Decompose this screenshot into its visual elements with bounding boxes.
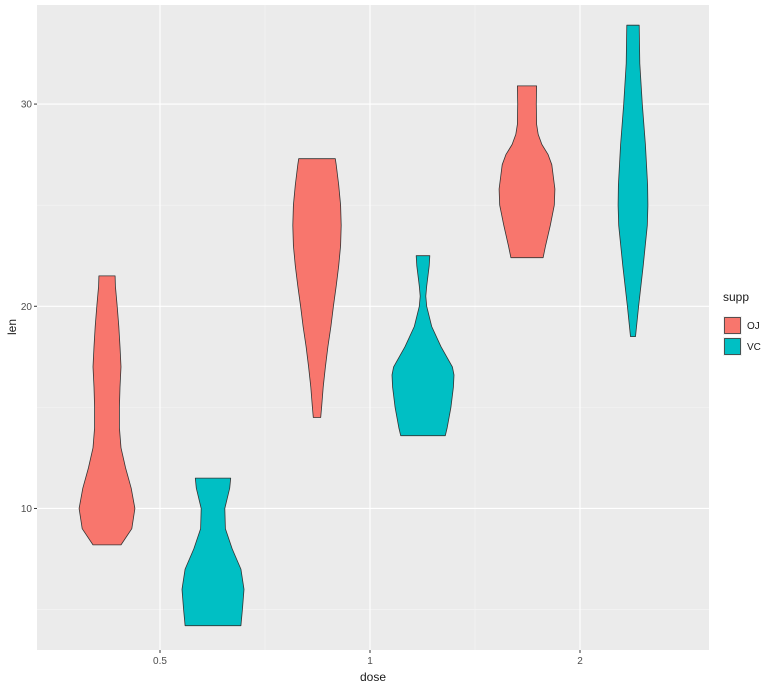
violin-vc-dose-0.5 [181,477,245,627]
y-tick-label: 10 [21,504,33,515]
violin-oj-dose-1 [292,158,342,418]
plot-panel [37,5,709,650]
legend-key-vc [724,338,741,355]
y-tick-label: 20 [21,302,33,313]
legend-label: OJ [747,321,760,332]
y-axis: 10 20 30 [21,100,37,515]
x-axis-title: dose [360,670,386,684]
minor-gridlines [37,5,709,650]
x-tick-label: 0.5 [153,656,167,667]
violin-oj-dose-0.5 [78,275,136,546]
legend-title: supp [723,290,749,304]
x-tick-label: 1 [367,656,373,667]
x-axis: 0.5 1 2 [153,650,583,667]
legend-label: VC [747,342,761,353]
major-gridlines [37,5,709,650]
violin-vc-dose-1 [391,255,455,437]
y-axis-title: len [5,319,19,335]
violin-vc-dose-2 [617,24,649,337]
y-tick-label: 30 [21,100,33,111]
violin-oj-dose-2 [498,85,556,259]
legend: supp OJ VC [723,290,761,356]
x-tick-label: 2 [577,656,583,667]
legend-key-oj [724,317,741,334]
violins [78,24,649,627]
